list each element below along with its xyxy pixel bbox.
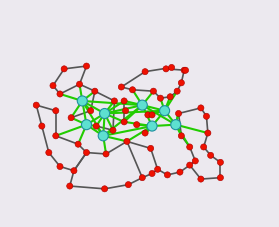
Circle shape xyxy=(53,133,59,139)
Circle shape xyxy=(68,115,74,121)
Circle shape xyxy=(149,112,155,118)
Circle shape xyxy=(163,66,169,72)
Circle shape xyxy=(134,122,140,128)
Circle shape xyxy=(169,64,175,71)
Circle shape xyxy=(145,112,151,118)
Circle shape xyxy=(155,166,161,172)
Circle shape xyxy=(98,131,108,141)
Circle shape xyxy=(100,109,110,118)
Circle shape xyxy=(57,163,63,170)
Circle shape xyxy=(93,123,99,129)
Circle shape xyxy=(171,120,181,130)
Circle shape xyxy=(208,152,214,158)
Circle shape xyxy=(83,63,90,69)
Circle shape xyxy=(75,141,81,147)
Circle shape xyxy=(61,66,67,72)
Circle shape xyxy=(110,127,116,133)
Circle shape xyxy=(149,170,155,177)
Circle shape xyxy=(203,113,210,119)
Circle shape xyxy=(182,67,189,73)
Circle shape xyxy=(67,183,73,189)
Circle shape xyxy=(118,84,124,90)
Circle shape xyxy=(187,144,193,150)
Circle shape xyxy=(76,81,83,87)
Circle shape xyxy=(81,120,92,130)
Circle shape xyxy=(198,176,204,182)
Circle shape xyxy=(174,88,180,94)
Circle shape xyxy=(121,98,127,104)
Circle shape xyxy=(157,95,163,101)
Circle shape xyxy=(111,98,117,104)
Circle shape xyxy=(148,145,154,151)
Circle shape xyxy=(57,91,63,97)
Circle shape xyxy=(178,80,184,86)
Circle shape xyxy=(160,106,170,116)
Circle shape xyxy=(121,119,127,125)
Circle shape xyxy=(125,182,131,188)
Circle shape xyxy=(92,88,98,94)
Circle shape xyxy=(192,158,198,164)
Circle shape xyxy=(88,108,94,114)
Circle shape xyxy=(217,175,223,181)
Circle shape xyxy=(103,151,109,157)
Circle shape xyxy=(142,130,148,136)
Circle shape xyxy=(139,175,145,181)
Circle shape xyxy=(124,138,130,144)
Circle shape xyxy=(102,186,108,192)
Circle shape xyxy=(175,110,182,117)
Circle shape xyxy=(205,130,211,136)
Circle shape xyxy=(150,88,157,94)
Circle shape xyxy=(181,67,187,73)
Circle shape xyxy=(83,150,90,156)
Circle shape xyxy=(137,100,147,110)
Circle shape xyxy=(187,162,193,168)
Circle shape xyxy=(50,83,56,89)
Circle shape xyxy=(147,121,157,131)
Circle shape xyxy=(177,169,183,175)
Circle shape xyxy=(129,87,136,93)
Circle shape xyxy=(142,69,148,75)
Circle shape xyxy=(122,108,129,114)
Circle shape xyxy=(167,94,173,100)
Circle shape xyxy=(201,144,207,150)
Circle shape xyxy=(198,105,204,111)
Circle shape xyxy=(217,159,223,165)
Circle shape xyxy=(71,168,77,174)
Circle shape xyxy=(33,102,39,108)
Circle shape xyxy=(39,123,45,129)
Circle shape xyxy=(46,150,52,156)
Circle shape xyxy=(178,133,184,139)
Circle shape xyxy=(164,172,170,178)
Circle shape xyxy=(53,108,59,114)
Circle shape xyxy=(77,96,87,106)
